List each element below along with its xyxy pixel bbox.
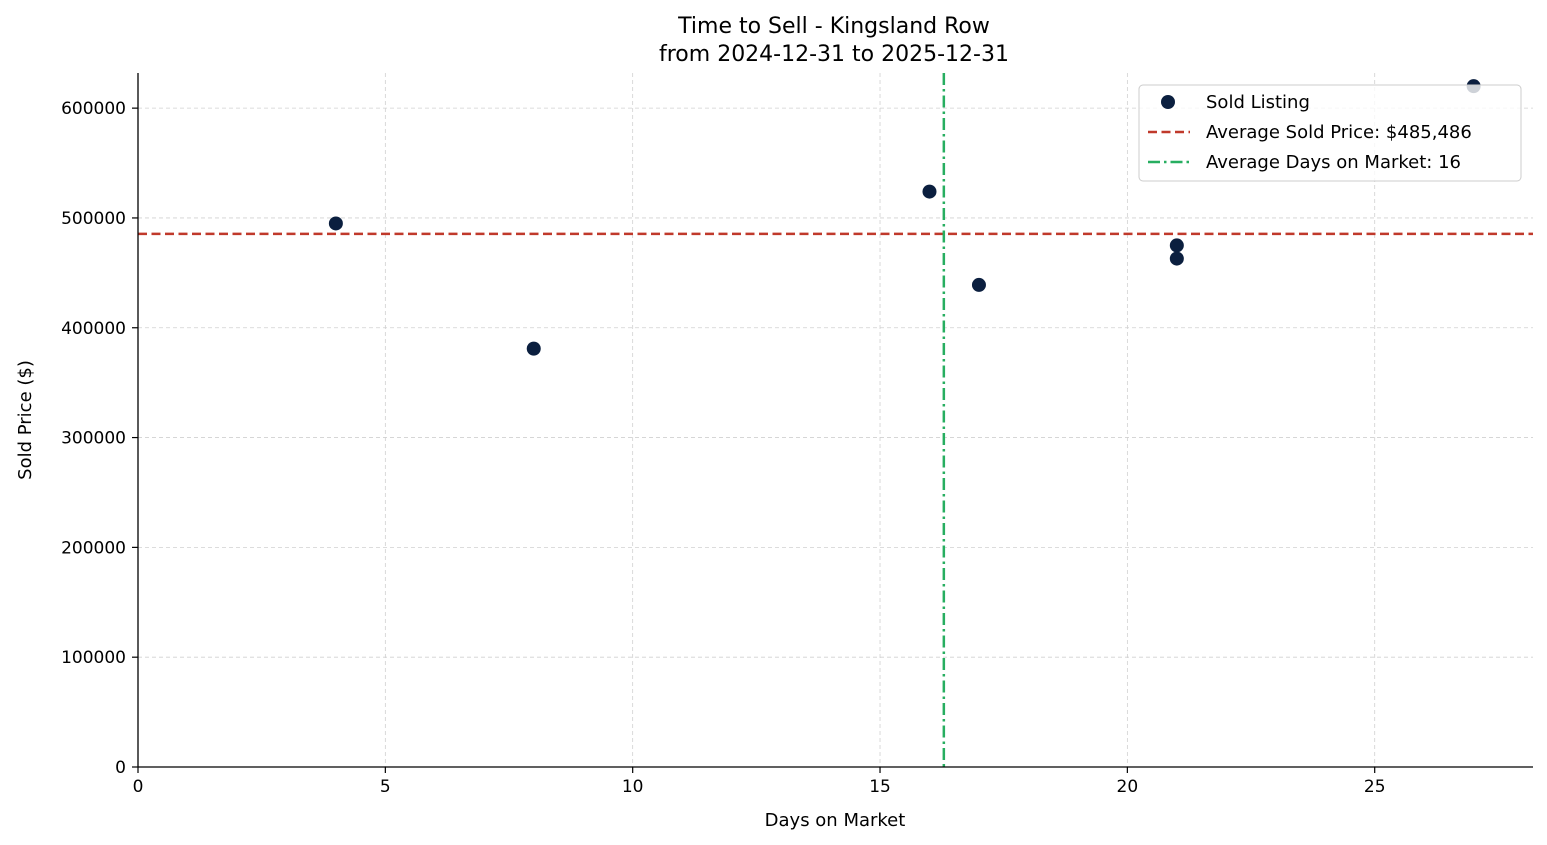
x-tick-label: 15 [869,777,891,797]
y-tick-label: 400000 [61,319,126,339]
data-point [526,341,541,356]
x-tick-label: 10 [622,777,644,797]
y-tick-label: 500000 [61,209,126,229]
legend-box [1138,84,1522,182]
data-point [328,216,343,231]
legend-label-average-days: Average Days on Market: 16 [1206,152,1461,173]
data-point [922,184,937,199]
x-tick-label: 25 [1364,777,1386,797]
x-tick-label: 20 [1117,777,1139,797]
legend-label-sold-listing: Sold Listing [1206,92,1310,113]
y-axis-label: Sold Price ($) [15,360,36,480]
y-ticks: 0 100000 200000 300000 400000 500000 600000 [61,99,138,778]
chart-subtitle: from 2024-12-31 to 2025-12-31 [659,42,1009,67]
x-ticks: 0 5 10 15 20 25 [133,767,1386,797]
legend: Sold Listing Average Sold Price: $485,48… [1138,84,1522,182]
data-points [328,79,1481,356]
x-tick-label: 0 [133,777,144,797]
y-tick-label: 300000 [61,429,126,449]
y-tick-label: 600000 [61,99,126,119]
x-axis-label: Days on Market [765,810,906,831]
data-point [1169,238,1184,253]
legend-label-average-price: Average Sold Price: $485,486 [1206,122,1472,143]
legend-marker-sold-listing [1161,95,1175,109]
y-tick-label: 200000 [61,538,126,558]
y-tick-label: 0 [115,758,126,778]
data-point [1169,251,1184,266]
reference-lines [138,73,1533,767]
data-point [971,277,986,292]
x-tick-label: 5 [380,777,391,797]
y-tick-label: 100000 [61,648,126,668]
chart-title: Time to Sell - Kingsland Row [677,14,990,39]
grid [138,73,1533,767]
